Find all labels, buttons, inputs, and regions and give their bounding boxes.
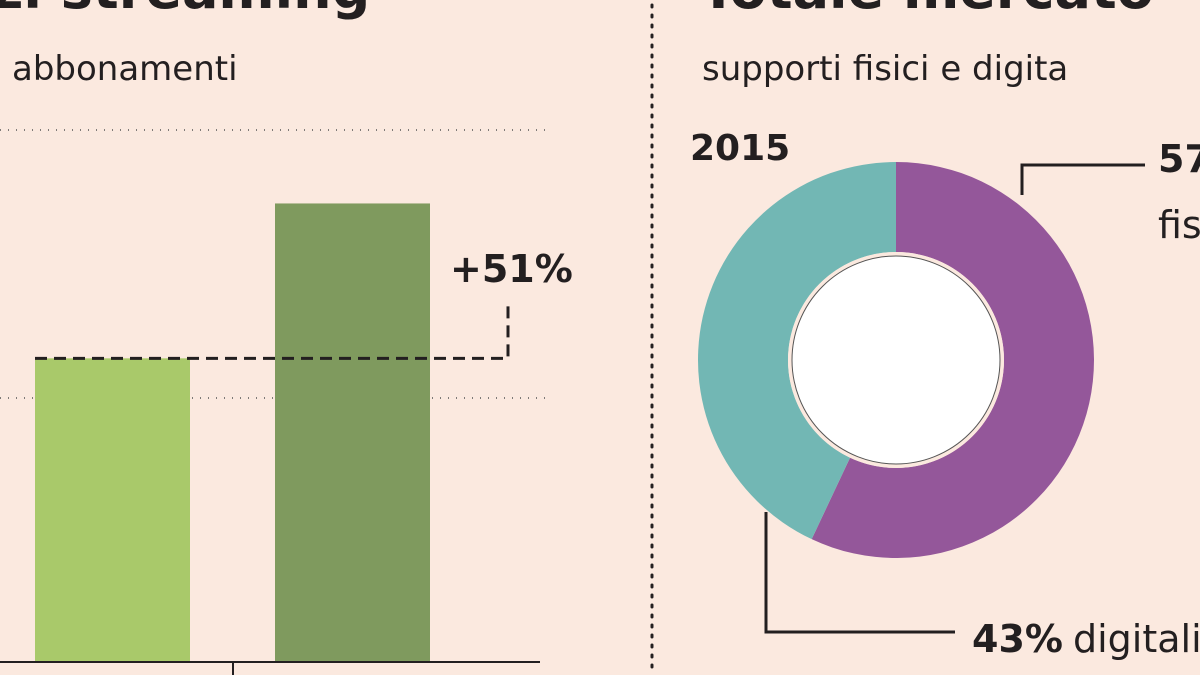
value-label: 43%	[972, 617, 1063, 661]
dashed-connector	[35, 300, 510, 360]
chart-title: zi streaming	[0, 0, 370, 21]
chart-subtitle: abbonamenti	[12, 49, 238, 89]
leader-line	[1020, 163, 1145, 195]
bar	[35, 358, 190, 662]
annotation: +51%	[450, 247, 573, 291]
donut-slice	[811, 162, 1094, 558]
inner-circle	[791, 255, 1001, 465]
chart-subtitle: supporti fisici e digita	[702, 49, 1068, 89]
bar	[275, 203, 430, 662]
donut-slice	[697, 162, 896, 540]
category-label: fisici	[1158, 203, 1200, 247]
chart-title: Totale mercato	[700, 0, 1154, 21]
value-label: 57%	[1158, 137, 1200, 181]
leader-line	[764, 512, 955, 634]
year-label: 2015	[690, 128, 790, 169]
category-label: digitali	[1073, 617, 1200, 661]
